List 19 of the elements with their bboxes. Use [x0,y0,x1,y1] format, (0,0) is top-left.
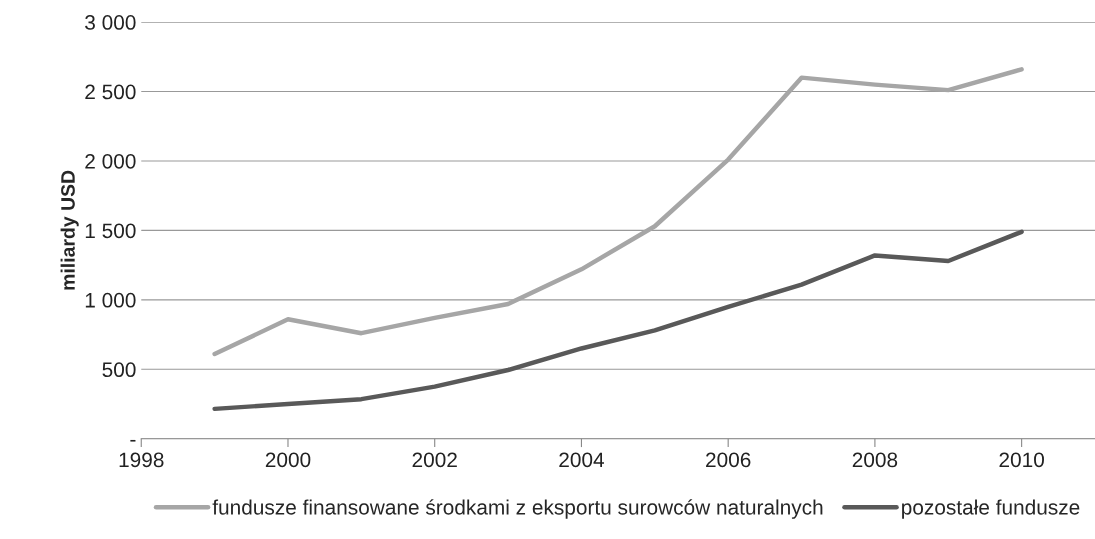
y-tick-label: - [130,439,136,442]
y-tick-label: 500 [102,362,136,378]
y-tick-label: 1 000 [85,292,136,308]
y-tick-label: 1 500 [85,223,136,239]
y-tick-label: 2 000 [85,153,136,169]
x-tick-label: 2006 [706,452,751,468]
x-tick-label: 1998 [119,452,164,468]
x-tick-label: 2002 [412,452,457,468]
y-axis-title: miliardy USD [60,170,79,290]
line-series [212,67,1024,357]
x-tick-label: 2004 [559,452,605,468]
x-tick-label: 2010 [999,452,1044,468]
legend-label: pozostałe fundusze [902,499,1080,519]
y-tick-label: 3 000 [85,15,136,30]
x-tick-label: 2000 [265,452,311,468]
x-tick-label: 2008 [852,452,898,468]
legend-label: fundusze finansowane środkami z eksportu surowców naturalnych [212,499,823,519]
line-series [212,229,1024,412]
y-tick-label: 2 500 [85,84,136,100]
